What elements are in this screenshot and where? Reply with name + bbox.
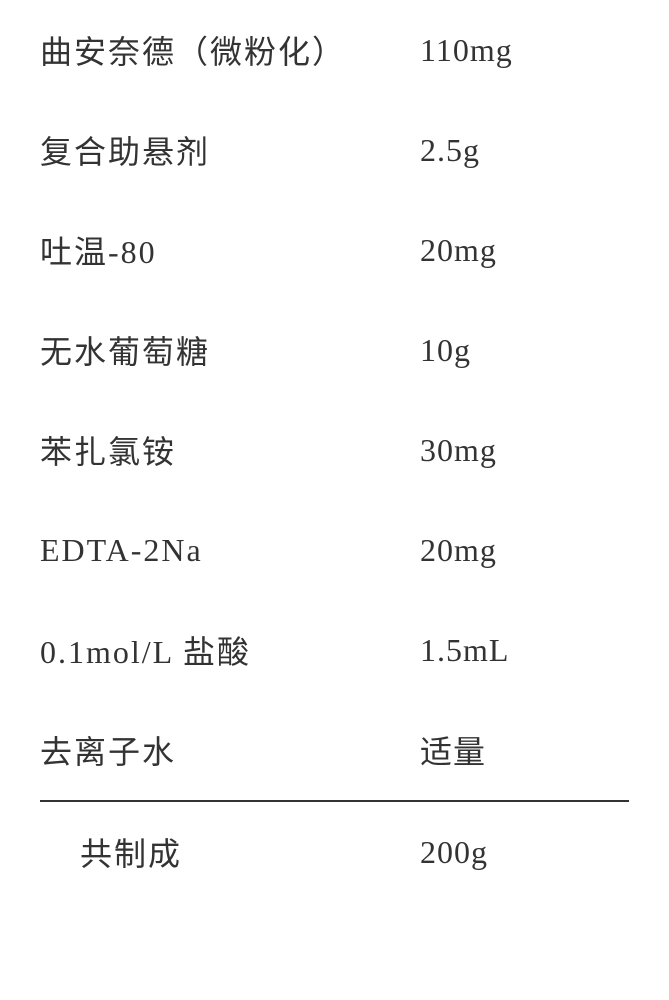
ingredient-name: 去离子水 (40, 727, 420, 773)
ingredient-name: 0.1mol/L 盐酸 (40, 627, 420, 673)
ingredient-amount: 2.5g (420, 132, 629, 169)
summary-label: 共制成 (40, 829, 420, 875)
table-row: 无水葡萄糖 10g (40, 300, 629, 400)
table-row: 吐温-80 20mg (40, 200, 629, 300)
table-row: 曲安奈德（微粉化） 110mg (40, 0, 629, 100)
ingredient-amount: 适量 (420, 727, 629, 773)
ingredient-amount: 30mg (420, 432, 629, 469)
ingredient-name: 吐温-80 (40, 227, 420, 273)
table-row: 苯扎氯铵 30mg (40, 400, 629, 500)
summary-row: 共制成 200g (40, 802, 629, 892)
ingredient-name: EDTA-2Na (40, 532, 420, 569)
ingredient-amount: 20mg (420, 232, 629, 269)
ingredient-name: 曲安奈德（微粉化） (40, 27, 420, 73)
ingredient-name: 复合助悬剂 (40, 127, 420, 173)
ingredient-amount: 10g (420, 332, 629, 369)
table-row: EDTA-2Na 20mg (40, 500, 629, 600)
formulation-table: 曲安奈德（微粉化） 110mg 复合助悬剂 2.5g 吐温-80 20mg 无水… (0, 0, 669, 892)
table-row: 去离子水 适量 (40, 700, 629, 800)
table-row: 复合助悬剂 2.5g (40, 100, 629, 200)
ingredient-amount: 110mg (420, 32, 629, 69)
ingredient-amount: 20mg (420, 532, 629, 569)
ingredient-name: 无水葡萄糖 (40, 327, 420, 373)
ingredient-name: 苯扎氯铵 (40, 427, 420, 473)
table-row: 0.1mol/L 盐酸 1.5mL (40, 600, 629, 700)
ingredient-amount: 1.5mL (420, 632, 629, 669)
summary-value: 200g (420, 834, 629, 871)
